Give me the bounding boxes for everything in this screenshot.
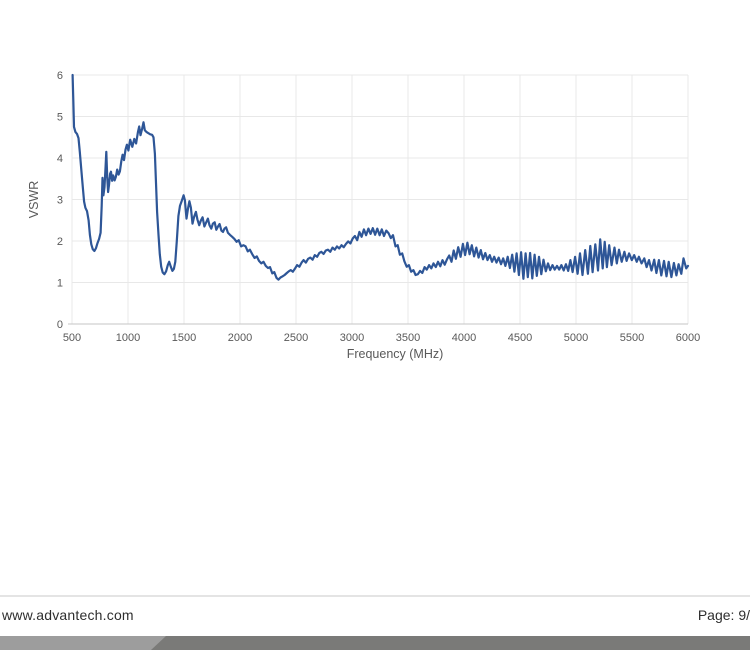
- x-tick-label: 1500: [172, 332, 196, 344]
- axis-tick-labels: 0 1 2 3 4 5 6 500 1000 1500 2000 2500 3000 3500 4000 45…: [57, 70, 700, 344]
- vswr-chart: 0 1 2 3 4 5 6 500 1000 1500 2000 2500 3000 3500 4000 45…: [27, 70, 700, 361]
- y-tick-label: 3: [57, 195, 63, 207]
- x-tick-label: 6000: [676, 332, 700, 344]
- y-tick-label: 4: [57, 153, 63, 165]
- vswr-chart-canvas: 0 1 2 3 4 5 6 500 1000 1500 2000 2500 3000 3500 4000 45…: [27, 70, 700, 361]
- footer-accent-bar-light-segment: [0, 636, 166, 650]
- x-tick-label: 5500: [620, 332, 644, 344]
- x-tick-label: 4000: [452, 332, 476, 344]
- x-tick-label: 2000: [228, 332, 252, 344]
- x-tick-label: 1000: [116, 332, 140, 344]
- x-tick-label: 4500: [508, 332, 532, 344]
- y-tick-label: 6: [57, 70, 63, 82]
- x-tick-label: 2500: [284, 332, 308, 344]
- vswr-series-line: [71, 73, 690, 281]
- y-tick-label: 0: [57, 319, 63, 331]
- y-axis-title: VSWR: [27, 181, 41, 219]
- x-tick-label: 500: [63, 332, 81, 344]
- footer-divider: [0, 595, 750, 597]
- x-tick-label: 3500: [396, 332, 420, 344]
- footer-website-link[interactable]: www.advantech.com: [2, 607, 134, 623]
- chart-gridlines: [71, 74, 689, 324]
- footer-page-number: Page: 9/: [697, 607, 750, 623]
- x-tick-label: 3000: [340, 332, 364, 344]
- y-tick-label: 1: [57, 278, 63, 290]
- x-tick-label: 5000: [564, 332, 588, 344]
- footer-accent-bar: [0, 636, 750, 650]
- y-tick-label: 5: [57, 112, 63, 124]
- y-tick-label: 2: [57, 236, 63, 248]
- x-axis-title: Frequency (MHz): [347, 347, 444, 361]
